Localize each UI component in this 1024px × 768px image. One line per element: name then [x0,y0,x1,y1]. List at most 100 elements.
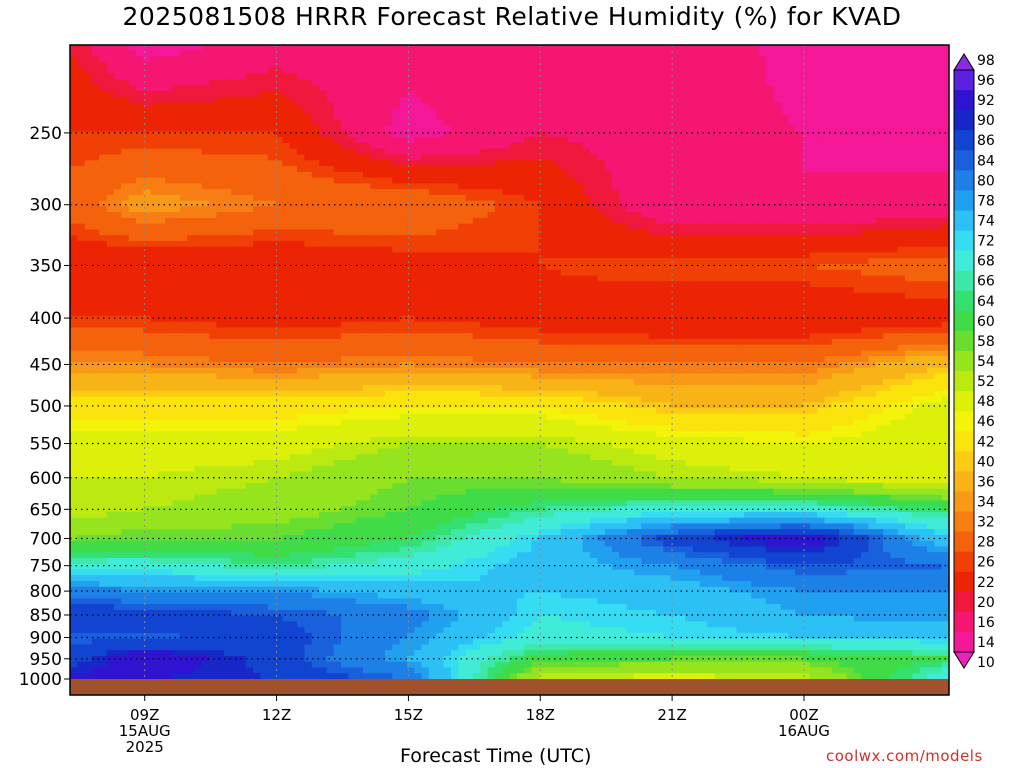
rh-cell [253,448,262,455]
rh-cell [99,575,108,582]
rh-cell [165,442,174,450]
rh-cell [179,413,188,421]
rh-cell [399,281,408,288]
rh-cell [150,448,159,455]
rh-cell [179,540,188,548]
rh-cell [392,609,401,617]
rh-cell [172,114,181,121]
rh-cell [113,217,122,225]
rh-cell [150,252,159,259]
rh-cell [172,200,181,207]
rh-cell [70,385,78,392]
rh-cell [267,73,276,81]
rh-cell [289,459,298,467]
rh-cell [99,644,108,651]
rh-cell [348,638,357,646]
rh-cell [128,506,137,513]
rh-cell [348,673,357,679]
rh-cell [326,96,335,104]
rh-cell [377,177,386,184]
rh-cell [370,655,379,663]
rh-cell [84,281,93,288]
rh-cell [165,638,174,646]
rh-cell [231,310,240,317]
rh-cell [311,379,320,386]
rh-cell [113,650,122,657]
rh-cell [282,581,291,588]
rh-cell [297,344,305,352]
rh-cell [267,592,276,599]
rh-cell [216,546,225,553]
rh-cell [355,419,364,426]
rh-cell [238,321,247,329]
rh-cell [304,235,313,242]
rh-cell [304,523,313,530]
rh-cell [282,413,291,421]
rh-cell [319,644,327,651]
rh-cell [253,96,262,104]
rh-cell [275,396,284,403]
rh-cell [165,137,174,144]
rh-cell [223,477,232,484]
rh-cell [179,506,188,513]
rh-cell [121,344,130,352]
rh-cell [91,569,100,576]
rh-cell [238,56,247,63]
rh-cell [201,575,210,582]
rh-cell [297,91,305,98]
rh-cell [201,586,210,594]
rh-cell [172,586,181,594]
rh-cell [231,252,240,259]
rh-cell [231,557,240,565]
rh-cell [216,321,225,329]
rh-cell [282,68,291,75]
rh-cell [106,362,115,369]
rh-cell [135,448,144,455]
rh-cell [106,287,115,294]
rh-cell [157,673,166,679]
rh-cell [267,160,276,167]
rh-cell [135,644,144,651]
rh-cell [311,62,320,69]
rh-cell [253,177,262,184]
rh-cell [267,200,276,207]
rh-cell [260,396,269,403]
rh-cell [253,557,262,565]
rh-cell [341,350,349,357]
rh-cell [70,598,78,605]
rh-cell [341,338,349,346]
rh-cell [311,459,320,467]
rh-cell [70,615,78,622]
rh-cell [297,79,305,86]
rh-cell [260,425,269,432]
rh-cell [377,621,386,628]
rh-cell [91,68,100,75]
rh-cell [370,160,379,167]
rh-cell [363,569,371,576]
rh-cell [304,667,313,674]
rh-cell [121,194,130,202]
rh-cell [348,621,357,628]
rh-cell [106,235,115,242]
rh-cell [341,442,349,450]
rh-cell [326,212,335,219]
rh-cell [194,534,203,542]
rh-cell [179,563,188,571]
rh-cell [70,108,78,115]
rh-cell [341,454,349,461]
rh-cell [260,114,269,121]
rh-cell [399,206,408,213]
rh-cell [311,160,320,167]
rh-cell [384,511,393,519]
rh-cell [84,379,93,386]
rh-cell [84,252,93,259]
rh-cell [348,315,357,323]
rh-cell [333,454,342,461]
rh-cell [392,356,401,363]
rh-cell [333,119,342,127]
rh-cell [99,373,108,380]
rh-cell [289,73,298,81]
rh-cell [289,327,298,334]
rh-cell [304,166,313,173]
rh-cell [333,402,342,409]
